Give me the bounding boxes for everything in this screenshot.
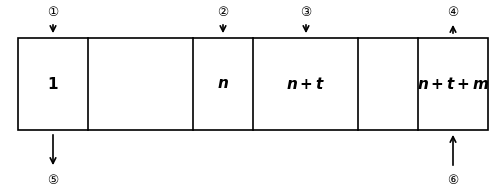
Text: ④: ④ bbox=[448, 5, 458, 19]
Text: ①: ① bbox=[48, 5, 58, 19]
Text: ⑤: ⑤ bbox=[48, 174, 58, 186]
Text: $\mathbf{1}$: $\mathbf{1}$ bbox=[47, 76, 59, 92]
Text: $\boldsymbol{n}$: $\boldsymbol{n}$ bbox=[217, 76, 229, 91]
Text: ②: ② bbox=[218, 5, 228, 19]
Bar bbox=[18, 38, 488, 130]
Text: $\boldsymbol{n+t}$: $\boldsymbol{n+t}$ bbox=[286, 76, 326, 92]
Text: ③: ③ bbox=[300, 5, 312, 19]
Text: $\boldsymbol{n+t+m}$: $\boldsymbol{n+t+m}$ bbox=[416, 76, 490, 92]
Text: ⑥: ⑥ bbox=[448, 174, 458, 186]
